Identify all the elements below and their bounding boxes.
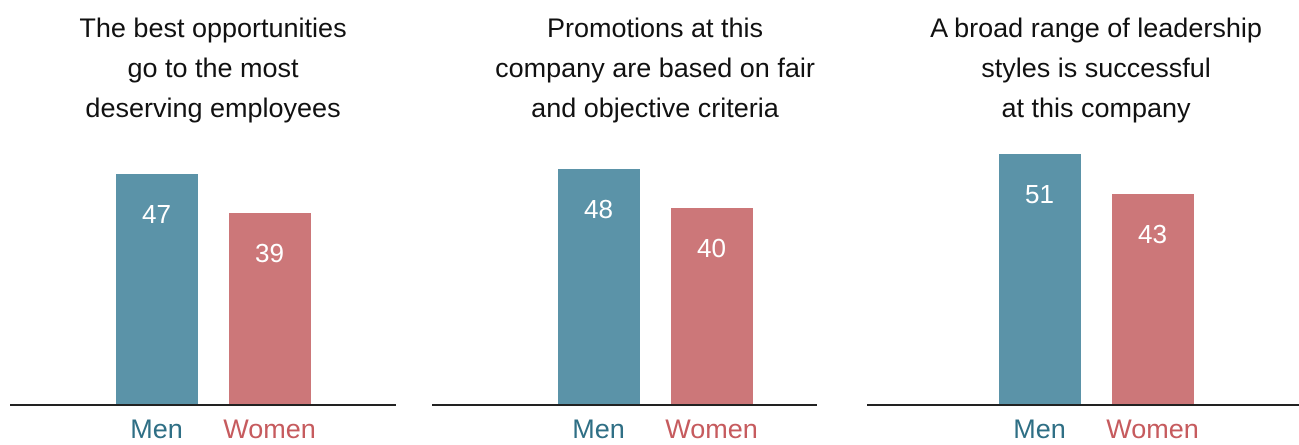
category-label-men: Men [1013,414,1066,444]
x-axis-baseline [867,404,1299,406]
chart-title-line: A broad range of leadership [930,13,1262,43]
chart-title-line: and objective criteria [531,93,779,123]
chart-title-line: The best opportunities [79,13,347,43]
bar-men: 51 [998,154,1081,404]
bar-women: 39 [228,213,311,404]
x-axis-baseline [432,404,817,406]
category-label-men: Men [572,414,625,444]
bar-value-label: 47 [142,199,171,229]
category-label-women: Women [223,414,316,444]
bar-men: 48 [557,169,640,404]
chart-title-line: deserving employees [85,93,341,123]
chart-title-line: Promotions at this [546,13,764,43]
bar-women: 43 [1111,193,1194,404]
chart-title-line: styles is successful [981,53,1211,83]
bar-women: 40 [670,208,753,404]
category-label-men: Men [130,414,183,444]
chart-title: Promotions at this company are based on f… [435,8,875,128]
chart-title-line: at this company [1001,93,1191,123]
bar-value-label: 51 [1025,179,1054,210]
chart-title: The best opportunities go to the most dese… [0,8,433,128]
bar-value-label: 43 [1138,218,1167,249]
bar-value-label: 48 [584,194,613,225]
x-axis-baseline [10,404,396,406]
bar-value-label: 40 [697,233,726,264]
bar-men: 47 [115,174,198,404]
chart-title-line: company are based on fair [495,53,815,83]
bar-value-label: 39 [255,238,284,269]
chart-title: A broad range of leadership styles is suc… [876,8,1299,128]
chart-title-line: go to the most [127,53,299,83]
category-label-women: Women [665,414,758,444]
category-label-women: Women [1106,414,1199,444]
